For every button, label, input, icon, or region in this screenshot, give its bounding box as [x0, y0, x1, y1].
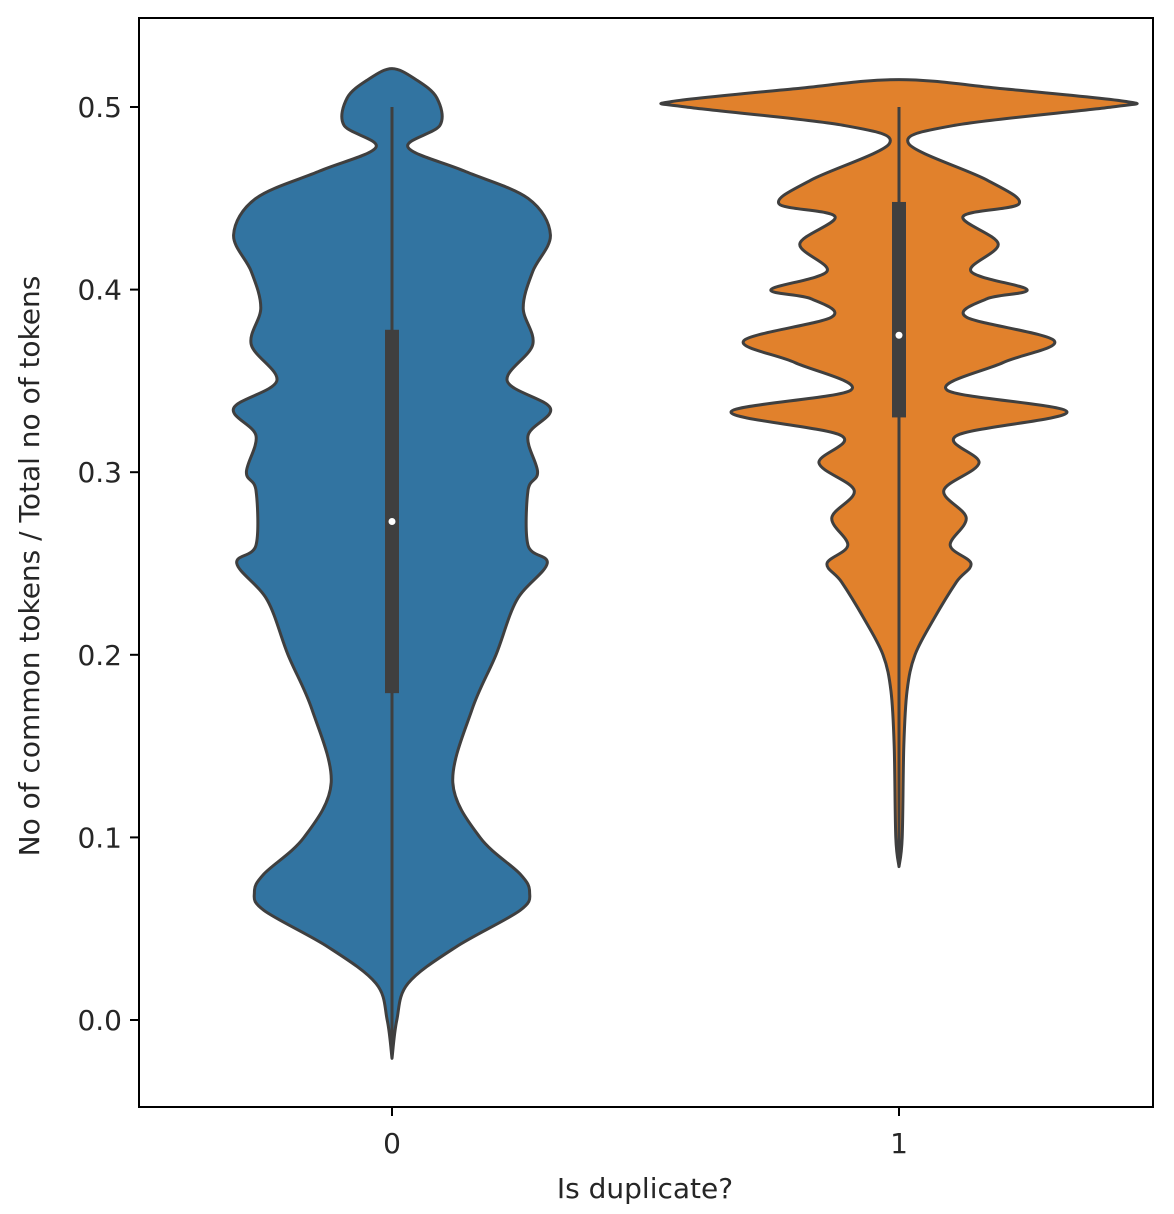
x-tick-label: 1 — [890, 1127, 908, 1160]
median-dot-0 — [388, 518, 396, 526]
iqr-box-1 — [892, 201, 906, 418]
y-axis-title: No of common tokens / Total no of tokens — [13, 276, 46, 857]
iqr-box-0 — [385, 329, 399, 694]
x-tick-label: 0 — [383, 1127, 401, 1160]
violins-layer — [231, 67, 1139, 1060]
y-tick-label: 0.2 — [77, 639, 122, 672]
y-tick-label: 0.5 — [77, 91, 122, 124]
y-tick-label: 0.1 — [77, 821, 122, 854]
y-tick-label: 0.3 — [77, 456, 122, 489]
median-dot-1 — [895, 331, 903, 339]
plot-frame — [138, 17, 1154, 1108]
y-axis: 0.0 0.1 0.2 0.3 0.4 0.5 — [77, 91, 139, 1037]
x-axis-title: Is duplicate? — [557, 1172, 733, 1205]
y-tick-label: 0.4 — [77, 274, 122, 307]
boxes-layer — [385, 107, 906, 1057]
y-tick-label: 0.0 — [77, 1004, 122, 1037]
